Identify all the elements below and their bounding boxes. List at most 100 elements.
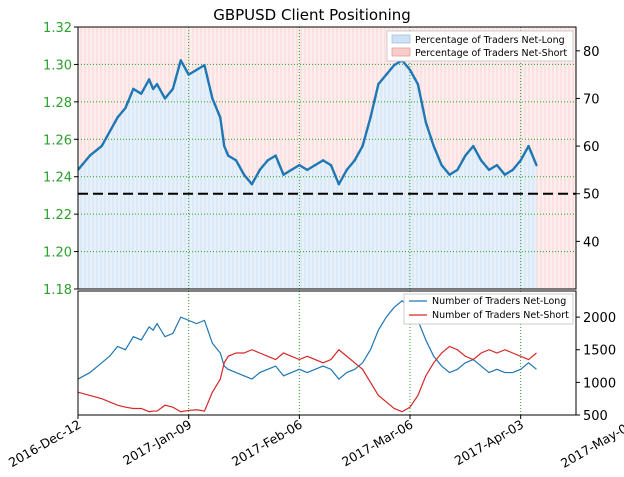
bottom-legend: Number of Traders Net-Long Number of Tra… [403, 293, 574, 325]
net-long-pct-segment [329, 163, 341, 186]
top-legend-swatch-short [391, 47, 411, 57]
net-long-pct-segment [88, 144, 103, 157]
bottom-legend-label-short: Number of Traders Net-Short [432, 310, 569, 321]
bottom-right-tick-label: 1000 [583, 376, 616, 391]
net-long-pct-segment [456, 154, 467, 172]
net-long-pct-segment [124, 87, 135, 110]
left-axis: 1.18 1.20 1.22 1.24 1.26 1.28 1.30 1.32 [43, 21, 78, 298]
left-tick-label: 1.26 [43, 133, 72, 148]
net-long-pct-segment [242, 173, 254, 186]
x-tick-label: 2017-Mar-06 [339, 417, 415, 470]
bottom-legend-label-long: Number of Traders Net-Long [432, 296, 566, 307]
x-tick-label: 2017-Apr-03 [452, 417, 526, 469]
right-tick-label: 60 [583, 140, 600, 155]
top-series-lines [78, 59, 538, 186]
net-long-pct-segment [226, 154, 238, 162]
net-long-pct-segment [219, 116, 226, 148]
net-long-pct-segment [203, 63, 214, 100]
net-long-pct-segment [132, 87, 143, 95]
net-long-pct-segment [408, 68, 420, 86]
net-long-pct-segment [211, 97, 222, 119]
net-long-pct-segment [511, 159, 522, 172]
x-tick-label: 2016-Dec-12 [6, 417, 84, 470]
net-long-pct-segment [258, 159, 269, 172]
net-long-pct-segment [171, 59, 182, 91]
net-long-pct-segment [472, 144, 483, 162]
net-long-pct-segment [266, 154, 277, 162]
net-short-count-line [78, 345, 537, 413]
left-tick-label: 1.20 [43, 246, 72, 261]
net-long-pct-segment [290, 163, 301, 172]
right-tick-label: 80 [583, 45, 600, 60]
net-long-pct-segment [416, 82, 428, 124]
top-legend: Percentage of Traders Net-Long Percentag… [386, 30, 574, 62]
net-long-pct-segment [234, 159, 246, 176]
net-long-pct-segment [147, 78, 155, 91]
x-tick-label: 2017-Feb-06 [229, 417, 305, 469]
top-legend-label-short: Percentage of Traders Net-Short [415, 48, 567, 59]
net-long-pct-segment [353, 144, 364, 162]
net-long-pct-segment [361, 116, 372, 148]
net-long-pct-segment [479, 159, 491, 172]
left-tick-label: 1.22 [43, 208, 72, 223]
net-long-pct-segment [187, 68, 198, 76]
net-long-area [78, 60, 537, 289]
net-long-pct-segment [503, 168, 514, 176]
top-plot-frame [77, 26, 577, 290]
net-long-pct-segment [250, 168, 262, 186]
left-tick-label: 1.28 [43, 96, 72, 111]
net-long-pct-segment [155, 82, 167, 100]
net-long-pct-segment [527, 144, 538, 167]
net-long-pct-segment [440, 163, 451, 176]
chart-title: GBPUSD Client Positioning [213, 6, 411, 24]
net-long-pct-segment [464, 144, 475, 157]
net-long-pct-segment [306, 163, 317, 172]
x-axis: 2016-Dec-12 2017-Jan-09 2017-Feb-06 2017-Ma… [6, 415, 624, 471]
top-gridlines [78, 27, 576, 289]
net-long-pct-segment [400, 59, 412, 72]
net-long-pct-segment [195, 63, 206, 72]
net-long-count-line [78, 300, 537, 380]
right-tick-label: 50 [583, 188, 600, 203]
net-long-pct-segment [369, 82, 380, 119]
net-long-pct-segment [487, 163, 499, 172]
net-long-pct-segment [78, 154, 92, 172]
bottom-legend-box [403, 293, 574, 325]
net-long-pct-segment [432, 144, 443, 167]
top-panel: 1.18 1.20 1.22 1.24 1.26 1.28 1.30 1.32 40 50 60 7… [43, 21, 600, 298]
top-legend-swatch-long [391, 34, 411, 44]
net-long-pct-segment [448, 168, 459, 176]
net-long-pct-segment [274, 154, 285, 176]
net-long-pct-segment [108, 116, 119, 134]
net-long-pct-segment [282, 168, 293, 176]
net-long-pct-segment [337, 168, 348, 186]
x-tick-label: 2017-Jan-09 [120, 417, 194, 468]
right-axis: 40 50 60 70 80 [576, 45, 600, 250]
top-legend-label-long: Percentage of Traders Net-Long [415, 35, 565, 46]
net-long-pct-segment [519, 144, 530, 162]
x-tick-label: 2017-May-01 [558, 417, 624, 471]
net-long-pct-segment [495, 163, 507, 176]
net-long-pct-segment [313, 159, 325, 167]
left-tick-label: 1.24 [43, 171, 72, 186]
bottom-right-tick-label: 1500 [583, 344, 616, 359]
net-long-pct-segment [116, 106, 127, 119]
net-long-pct-segment [345, 159, 356, 172]
net-long-pct-segment [377, 73, 388, 86]
right-tick-label: 40 [583, 235, 600, 250]
bottom-series-lines [78, 300, 537, 413]
bottom-right-tick-label: 2000 [583, 311, 616, 326]
net-long-pct-segment [424, 121, 435, 148]
top-legend-box [386, 30, 574, 62]
bottom-right-axis: 500 1000 1500 2000 [576, 311, 616, 424]
left-tick-label: 1.32 [43, 21, 72, 36]
bottom-plot-frame [77, 290, 577, 416]
left-tick-label: 1.30 [43, 58, 72, 73]
net-long-pct-segment [385, 63, 396, 76]
net-long-pct-segment [100, 130, 111, 148]
right-tick-label: 70 [583, 92, 600, 107]
net-long-pct-segment [140, 78, 151, 95]
left-tick-label: 1.18 [43, 283, 72, 298]
